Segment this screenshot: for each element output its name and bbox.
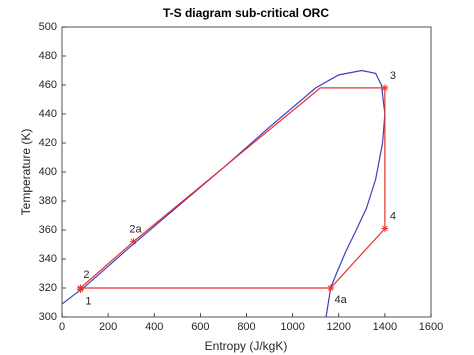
x-tick-label: 0: [59, 321, 65, 333]
y-tick-label: 380: [39, 195, 57, 207]
point-label: 1: [85, 295, 91, 307]
y-tick-label: 440: [39, 108, 57, 120]
point-label: 4: [390, 210, 396, 222]
y-tick-label: 320: [39, 282, 57, 294]
point-marker: [76, 284, 84, 292]
point-label: 2: [83, 269, 89, 281]
point-label: 2a: [129, 224, 142, 236]
y-tick-label: 360: [39, 224, 57, 236]
point-marker: [381, 225, 389, 233]
plot-area: [61, 26, 432, 318]
x-tick-label: 1400: [373, 321, 397, 333]
y-tick-label: 480: [39, 50, 57, 62]
y-tick-label: 400: [39, 166, 57, 178]
x-tick-label: 600: [191, 321, 209, 333]
y-tick-label: 420: [39, 137, 57, 149]
x-tick-label: 800: [237, 321, 255, 333]
point-marker: [129, 238, 137, 246]
y-tick-label: 500: [39, 21, 57, 33]
point-marker: [381, 84, 389, 92]
x-tick-label: 1000: [280, 321, 304, 333]
y-axis-label: Temperature (K): [19, 129, 33, 216]
y-tick-label: 300: [39, 311, 57, 323]
x-tick-label: 1200: [327, 321, 351, 333]
y-tick-label: 460: [39, 79, 57, 91]
point-label: 3: [390, 70, 396, 82]
chart-title: T-S diagram sub-critical ORC: [163, 6, 329, 20]
x-tick-label: 200: [99, 321, 117, 333]
point-label: 4a: [335, 294, 348, 306]
series-line: [61, 69, 386, 318]
x-axis-label: Entropy (J/kgK): [205, 339, 288, 353]
x-tick-label: 1600: [419, 321, 443, 333]
point-marker: [327, 284, 335, 292]
y-tick-label: 340: [39, 253, 57, 265]
x-tick-label: 400: [145, 321, 163, 333]
